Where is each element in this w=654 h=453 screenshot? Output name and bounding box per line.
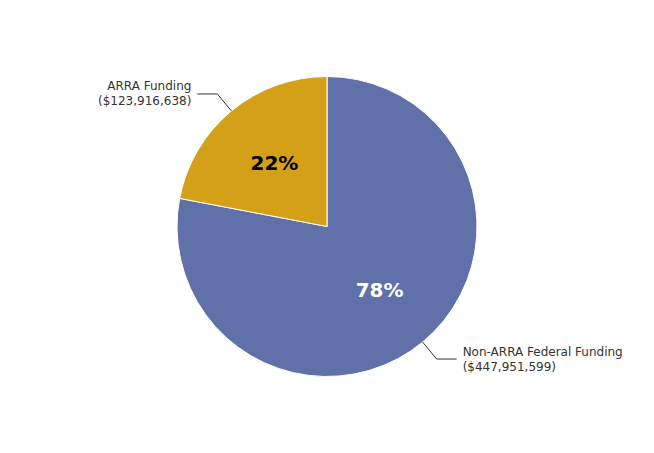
svg-text:22%: 22%: [250, 151, 298, 175]
svg-text:78%: 78%: [356, 278, 404, 302]
svg-text:Non-ARRA Federal Funding($447,: Non-ARRA Federal Funding($447,951,599): [463, 345, 623, 374]
svg-text:ARRA Funding($123,916,638): ARRA Funding($123,916,638): [98, 79, 191, 108]
